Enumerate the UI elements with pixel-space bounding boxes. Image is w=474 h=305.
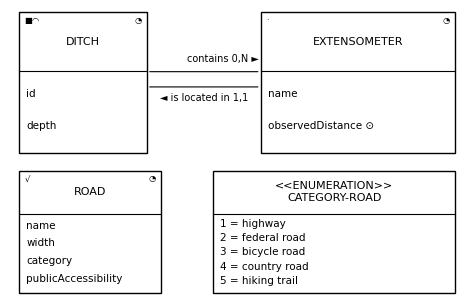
Text: width: width	[26, 239, 55, 249]
Text: <<ENUMERATION>>
CATEGORY-ROAD: <<ENUMERATION>> CATEGORY-ROAD	[275, 181, 393, 203]
Text: publicAccessibility: publicAccessibility	[26, 274, 122, 284]
Text: DITCH: DITCH	[66, 37, 100, 47]
Text: √: √	[25, 174, 30, 184]
Bar	[19, 12, 147, 152]
Text: ◄ is located in 1,1: ◄ is located in 1,1	[160, 93, 248, 103]
Text: name: name	[26, 221, 55, 231]
Text: 2 = federal road: 2 = federal road	[220, 233, 306, 243]
Text: 4 = country road: 4 = country road	[220, 262, 309, 272]
Text: contains 0,N ►: contains 0,N ►	[187, 54, 259, 64]
Text: EXTENSOMETER: EXTENSOMETER	[313, 37, 403, 47]
Text: ■◠: ■◠	[25, 16, 40, 25]
Text: ·: ·	[266, 16, 269, 25]
Text: 3 = bicycle road: 3 = bicycle road	[220, 247, 306, 257]
Text: ◔: ◔	[134, 16, 141, 25]
Text: ◔: ◔	[148, 174, 155, 184]
Text: ◔: ◔	[442, 16, 449, 25]
Text: 5 = hiking trail: 5 = hiking trail	[220, 276, 299, 286]
Text: ROAD: ROAD	[74, 187, 106, 197]
Bar	[213, 171, 455, 293]
Text: observedDistance ⊙: observedDistance ⊙	[268, 121, 374, 131]
Bar	[261, 12, 455, 152]
Text: category: category	[26, 256, 72, 266]
Text: name: name	[268, 89, 297, 99]
Text: depth: depth	[26, 121, 56, 131]
Bar	[19, 171, 161, 293]
Text: 1 = highway: 1 = highway	[220, 219, 286, 228]
Text: id: id	[26, 89, 36, 99]
